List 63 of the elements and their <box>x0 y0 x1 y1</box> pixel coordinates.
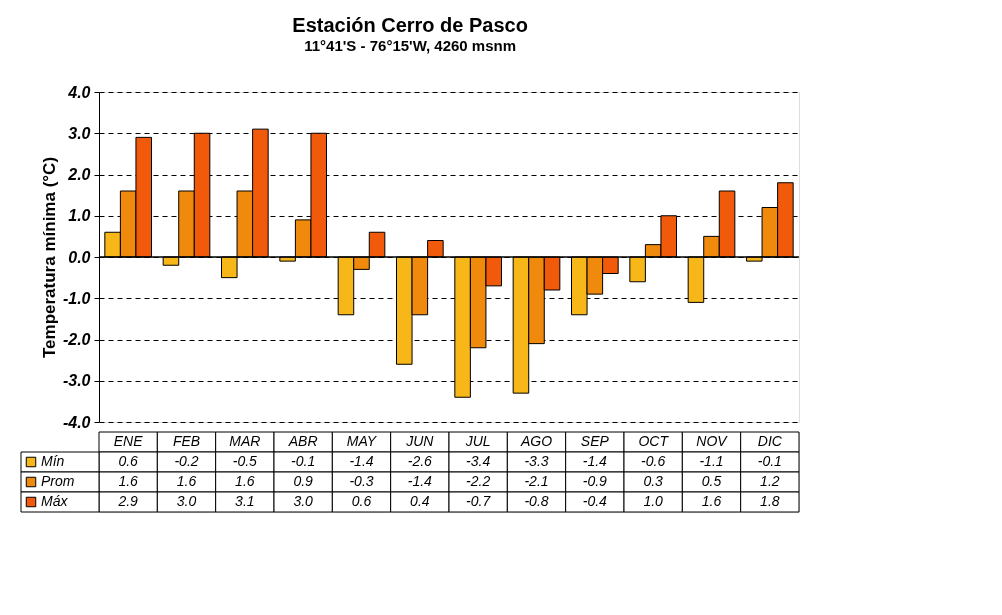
data-label: -3.3 <box>524 453 549 469</box>
data-label: 2.9 <box>117 493 139 509</box>
y-tick-label: 4.0 <box>67 83 91 101</box>
data-label: 1.8 <box>760 493 780 509</box>
x-tick-label: NOV <box>696 433 729 449</box>
y-tick-label: -4.0 <box>62 413 91 431</box>
data-label: -1.4 <box>407 473 433 489</box>
x-tick-label: JUL <box>464 433 491 449</box>
data-label: 1.0 <box>643 493 664 509</box>
y-tick-label: -2.0 <box>62 331 91 348</box>
data-label: 3.0 <box>176 493 197 509</box>
data-label: 1.6 <box>176 473 197 489</box>
data-label: -1.4 <box>582 453 608 469</box>
data-label: 0.6 <box>118 453 139 469</box>
chart-title: Estación Cerro de Pasco <box>292 13 528 36</box>
y-tick-label: -1.0 <box>62 289 91 307</box>
x-tick-label: OCT <box>638 433 670 449</box>
y-axis-title: Temperatura mínima (°C) <box>39 156 59 359</box>
data-label: 0.9 <box>293 473 314 489</box>
data-label: -0.6 <box>641 453 666 469</box>
x-tick-label: DIC <box>757 433 783 449</box>
data-label: -2.1 <box>524 473 549 489</box>
legend-label: Prom <box>41 473 75 489</box>
data-label: -2.2 <box>466 473 491 489</box>
data-label: 0.3 <box>643 473 664 489</box>
y-tick-label: 3.0 <box>68 124 91 142</box>
y-tick-label: 0.0 <box>68 248 91 266</box>
x-tick-label: MAR <box>229 433 261 449</box>
data-label: -0.1 <box>757 453 782 469</box>
data-label: 1.2 <box>760 473 780 489</box>
data-label: -0.4 <box>582 493 608 509</box>
chart-subtitle: 11°41'S - 76°15'W, 4260 msnm <box>304 36 517 54</box>
data-label: -0.8 <box>524 493 549 509</box>
x-tick-label: SEP <box>580 433 610 449</box>
data-label: 0.6 <box>351 493 372 509</box>
x-tick-label: AGO <box>519 433 553 449</box>
data-label: -0.3 <box>349 473 374 489</box>
data-label: -2.6 <box>407 453 433 469</box>
y-tick-label: -3.0 <box>62 372 91 390</box>
data-label: 0.4 <box>410 493 430 509</box>
data-label: -3.4 <box>466 453 491 469</box>
data-label: -0.9 <box>582 473 608 489</box>
data-label: -0.2 <box>174 453 199 469</box>
data-label: 1.6 <box>235 473 255 489</box>
legend-label: Máx <box>41 493 69 509</box>
data-label: -0.7 <box>466 493 492 509</box>
data-label: -0.5 <box>232 453 258 469</box>
y-tick-label: 1.0 <box>68 207 91 225</box>
data-label: 1.6 <box>701 493 722 509</box>
data-label: -1.4 <box>349 453 374 469</box>
x-tick-label: ABR <box>287 433 318 449</box>
data-label: -0.1 <box>291 453 316 469</box>
x-tick-label: ENE <box>113 433 144 449</box>
data-label: 3.1 <box>235 493 255 509</box>
data-label: 3.0 <box>293 493 314 509</box>
y-tick-label: 2.0 <box>67 166 91 183</box>
data-label: 0.5 <box>701 473 722 489</box>
x-tick-label: FEB <box>172 433 201 449</box>
data-label: 1.6 <box>118 473 139 489</box>
x-tick-label: MAY <box>346 433 378 449</box>
x-tick-label: JUN <box>405 433 435 449</box>
legend-label: Mín <box>41 453 65 469</box>
data-label: -1.1 <box>699 453 724 469</box>
